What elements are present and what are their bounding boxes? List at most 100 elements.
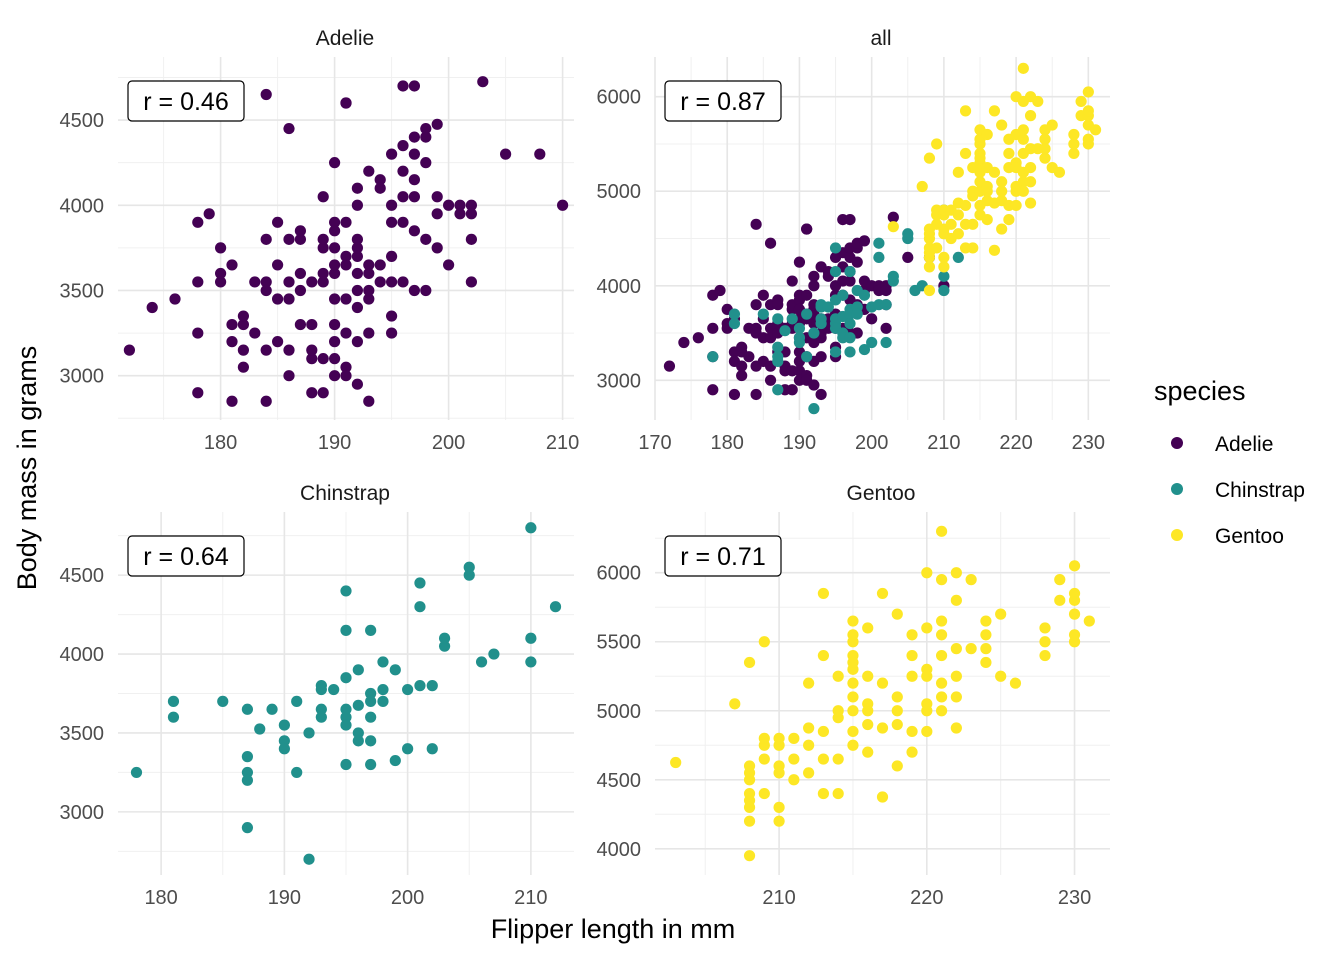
correlation-label: r = 0.46 <box>143 88 228 116</box>
data-point <box>408 131 420 143</box>
data-point <box>1017 62 1029 74</box>
data-point <box>743 850 756 862</box>
legend-item-chinstrap: Chinstrap <box>1171 479 1305 502</box>
data-point <box>1068 147 1080 160</box>
data-point <box>815 317 827 330</box>
legend-label: Gentoo <box>1215 525 1284 548</box>
legend-item-adelie: Adelie <box>1171 433 1273 456</box>
data-point <box>880 284 892 297</box>
data-point <box>844 265 856 278</box>
data-point <box>303 727 315 739</box>
data-point <box>1082 86 1094 98</box>
data-point <box>803 677 815 689</box>
data-point <box>328 683 340 696</box>
data-point <box>950 643 962 655</box>
data-point <box>226 318 238 331</box>
data-point <box>1009 677 1022 689</box>
data-point <box>443 259 455 271</box>
data-point <box>757 289 769 301</box>
legend: species Adelie Chinstrap Gentoo <box>1154 376 1305 548</box>
data-point <box>817 753 830 765</box>
data-point <box>786 313 798 325</box>
data-point <box>260 276 272 288</box>
y-tick-label: 4500 <box>60 565 105 587</box>
data-point <box>952 166 964 178</box>
data-point <box>377 656 389 668</box>
data-point <box>365 687 377 700</box>
data-point <box>786 384 798 396</box>
data-point <box>454 208 466 220</box>
data-point <box>707 322 719 334</box>
data-point <box>557 199 569 211</box>
data-point <box>832 787 844 800</box>
data-point <box>829 346 842 358</box>
data-point <box>237 318 249 331</box>
y-tick-label: 6000 <box>597 87 642 109</box>
legend-label: Chinstrap <box>1215 479 1305 502</box>
data-point <box>817 587 830 600</box>
data-point <box>431 118 443 130</box>
data-point <box>743 351 755 363</box>
data-point <box>801 308 813 320</box>
data-point <box>226 259 238 271</box>
data-point <box>306 387 318 399</box>
data-point <box>365 758 377 771</box>
legend-key <box>1171 529 1183 541</box>
data-point <box>876 791 889 803</box>
data-point <box>1017 185 1029 197</box>
data-point <box>192 216 204 228</box>
data-point <box>465 276 477 288</box>
data-point <box>1024 176 1037 188</box>
data-point <box>266 703 278 715</box>
data-point <box>317 233 329 245</box>
data-point <box>414 577 426 589</box>
data-point <box>1039 622 1051 634</box>
data-point <box>408 174 420 186</box>
data-point <box>365 735 377 747</box>
data-point <box>891 691 903 703</box>
data-point <box>377 695 389 707</box>
data-point <box>921 622 933 634</box>
data-point <box>880 336 892 349</box>
data-point <box>272 293 284 305</box>
data-point <box>340 672 352 684</box>
data-point <box>829 265 842 278</box>
correlation-label: r = 0.71 <box>680 543 765 571</box>
data-point <box>260 233 272 245</box>
x-tick-label: 220 <box>999 432 1032 454</box>
data-point <box>808 379 820 391</box>
data-point <box>862 718 874 731</box>
data-point <box>329 225 341 237</box>
data-point <box>1054 574 1066 586</box>
legend-key <box>1171 437 1183 449</box>
data-point <box>921 670 933 682</box>
data-point <box>306 318 318 331</box>
data-point <box>278 735 290 747</box>
y-tick-label: 4500 <box>597 770 642 792</box>
data-point <box>340 624 352 636</box>
data-point <box>670 756 682 769</box>
x-tick-label: 220 <box>910 887 943 909</box>
data-point <box>315 711 327 723</box>
data-point <box>938 284 950 297</box>
data-point <box>1082 133 1094 145</box>
data-point <box>146 301 158 314</box>
data-point <box>420 284 432 297</box>
data-point <box>773 732 785 744</box>
data-point <box>866 313 878 325</box>
data-point <box>374 174 386 186</box>
data-point <box>743 801 756 813</box>
y-tick-label: 3000 <box>60 802 105 824</box>
data-point <box>291 695 303 707</box>
data-point <box>352 735 364 747</box>
data-point <box>283 233 295 245</box>
data-point <box>306 276 318 288</box>
data-point <box>832 670 844 682</box>
data-point <box>1024 110 1037 122</box>
facet-title: all <box>870 27 891 50</box>
data-point <box>123 344 135 356</box>
data-point <box>808 270 820 282</box>
data-point <box>923 232 936 245</box>
x-tick-label: 210 <box>762 887 795 909</box>
data-point <box>363 395 375 407</box>
